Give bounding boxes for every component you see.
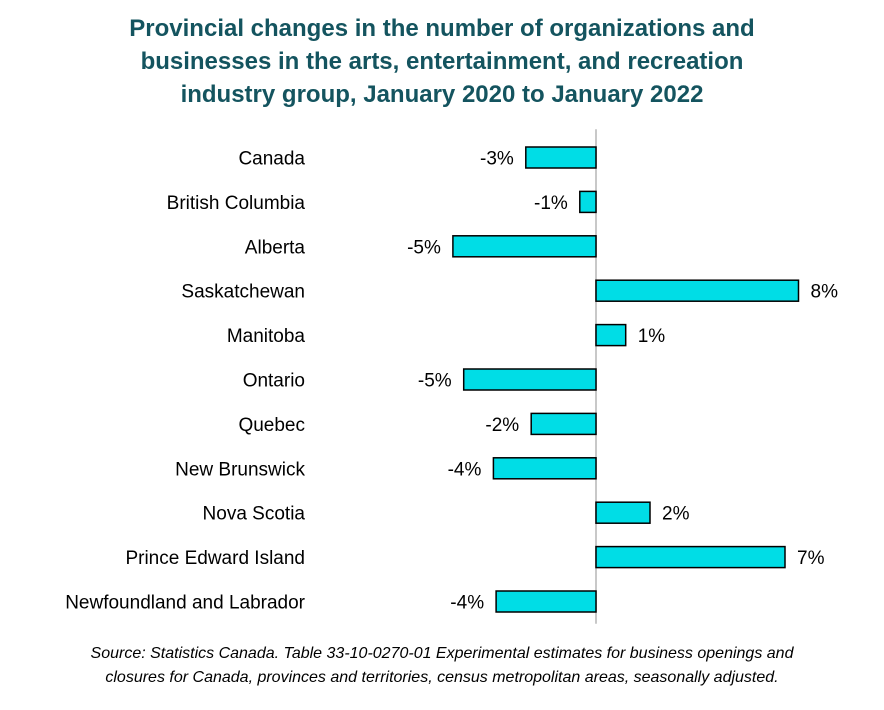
category-label: Saskatchewan — [181, 282, 305, 303]
bar — [579, 190, 597, 214]
bar — [595, 279, 800, 302]
chart-title-line: industry group, January 2020 to January … — [180, 81, 704, 108]
bar — [452, 235, 597, 258]
category-label: Canada — [238, 149, 305, 170]
data-label: 7% — [797, 548, 825, 569]
bar — [492, 457, 597, 480]
category-label: British Columbia — [167, 193, 306, 214]
chart-title-line: Provincial changes in the number of orga… — [129, 15, 755, 42]
source-line: closures for Canada, provinces and terri… — [105, 669, 779, 686]
category-label: Ontario — [243, 371, 305, 392]
chart-title-line: businesses in the arts, entertainment, a… — [140, 48, 744, 75]
source-note: Source: Statistics Canada. Table 33-10-0… — [0, 642, 884, 690]
bar — [595, 501, 651, 524]
source-line: Source: Statistics Canada. Table 33-10-0… — [90, 645, 794, 662]
bar — [525, 146, 597, 169]
bar — [462, 368, 597, 391]
bar — [495, 590, 597, 613]
data-label: -2% — [485, 415, 519, 436]
data-label: -4% — [448, 459, 482, 480]
bar-chart: Canada -3% British Columbia -1% Alberta -5% Sa… — [65, 129, 839, 624]
bar — [595, 323, 627, 347]
bar — [595, 545, 786, 569]
category-label: Quebec — [238, 415, 305, 436]
category-label: New Brunswick — [175, 459, 305, 480]
data-label: -1% — [534, 193, 568, 214]
bar — [530, 412, 597, 436]
category-label: Alberta — [245, 237, 306, 258]
data-label: -5% — [418, 371, 452, 392]
category-label: Prince Edward Island — [125, 548, 305, 569]
data-label: 8% — [811, 282, 839, 303]
data-label: 2% — [662, 504, 690, 525]
category-label: Manitoba — [227, 326, 306, 347]
category-label: Newfoundland and Labrador — [65, 593, 305, 614]
category-label: Nova Scotia — [203, 504, 306, 525]
chart-title: Provincial changes in the number of orga… — [0, 12, 884, 111]
data-label: -3% — [480, 149, 514, 170]
data-label: 1% — [638, 326, 666, 347]
data-label: -5% — [407, 237, 441, 258]
data-label: -4% — [450, 593, 484, 614]
